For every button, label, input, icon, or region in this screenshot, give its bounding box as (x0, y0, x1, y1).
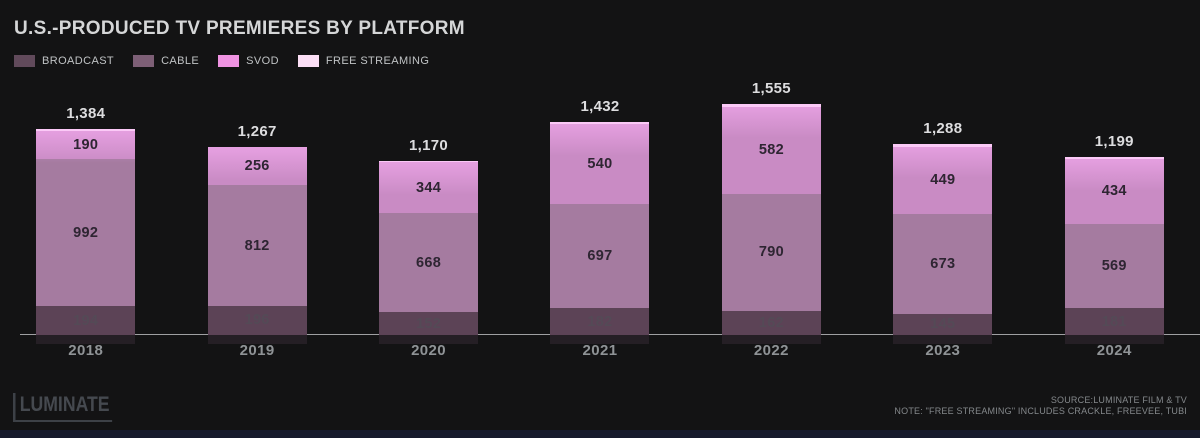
bar-segment-value: 449 (930, 172, 956, 189)
legend-item: FREE STREAMING (297, 55, 430, 67)
bar-segment-svod: 344 (379, 162, 479, 214)
bar-segment-value: 181 (1101, 313, 1127, 330)
bar-group-2019: 1,267 256 812 196 (171, 0, 342, 345)
bar-segment-svod: 540 (550, 124, 650, 205)
stacked-bar: 582 790 162 (721, 103, 821, 345)
bottom-accent-bar (0, 430, 1200, 438)
x-axis-label-2022: 2022 (753, 342, 789, 359)
bar-group-2018: 1,384 190 992 194 (0, 0, 171, 344)
bar-segment-cable: 673 (893, 213, 993, 314)
legend-item: SVOD (218, 55, 279, 67)
luminate-logo: LUMINATE (13, 393, 113, 422)
bar-segment-free-streaming (893, 143, 993, 147)
bar-segment-value: 196 (244, 312, 270, 329)
bar-segment-value: 434 (1101, 183, 1127, 200)
legend-swatch (297, 55, 319, 67)
bar-segment-value: 344 (416, 179, 442, 196)
bar-segment-broadcast: 194 (36, 306, 136, 335)
bar-segment-broadcast: 182 (550, 308, 650, 335)
bar-segment-value: 194 (73, 312, 99, 329)
bar-group-2023: 1,288 449 673 145 (857, 0, 1028, 345)
bar-total-label: 1,432 (580, 98, 620, 116)
source-note: SOURCE:LUMINATE FILM & TV NOTE: "FREE ST… (894, 395, 1187, 417)
stacked-bar: 449 673 145 (893, 143, 993, 345)
bar-segment-free-streaming (1064, 156, 1164, 160)
bar-total-label: 1,384 (66, 105, 106, 123)
legend-item: BROADCAST (14, 55, 114, 67)
chart-legend: BROADCAST CABLE SVOD FREE STREAMING (14, 55, 429, 67)
legend-label: CABLE (161, 55, 200, 67)
bar-segment-free-streaming (36, 129, 136, 131)
bar-segment-free-streaming (721, 103, 821, 108)
bar-segment-svod: 434 (1064, 159, 1164, 224)
bar-segment-value: 697 (587, 248, 613, 265)
bar-segment-broadcast: 145 (893, 313, 993, 335)
bar-total-label: 1,288 (923, 119, 963, 137)
bar-segment-value: 790 (758, 244, 784, 261)
bar-group-2024: 1,199 434 569 181 (1029, 0, 1200, 345)
legend-label: SVOD (246, 55, 279, 67)
bar-segment-value: 668 (416, 254, 442, 271)
bar-segment-svod: 582 (721, 107, 821, 194)
source-line: SOURCE:LUMINATE FILM & TV (1050, 395, 1187, 405)
bar-segment-broadcast: 152 (379, 312, 479, 335)
x-axis-label-2021: 2021 (582, 342, 618, 359)
bar-segment-value: 145 (930, 316, 956, 333)
bar-group-2020: 1,170 344 668 152 (343, 0, 514, 344)
stacked-bar: 344 668 152 (379, 161, 479, 344)
bar-group-2021: 1,432 540 697 182 (514, 0, 685, 344)
legend-swatch (14, 55, 35, 67)
chart-title: U.S.-PRODUCED TV PREMIERES BY PLATFORM (14, 18, 465, 39)
plot-area: 1,384 190 992 194 1,267 256 812 196 1,170 344 668 1… (0, 0, 1200, 345)
bar-total-label: 1,170 (409, 137, 449, 155)
bar-segment-free-streaming (379, 161, 479, 163)
x-axis-label-2024: 2024 (1096, 342, 1132, 359)
bar-segment-value: 812 (244, 237, 270, 254)
x-axis-label-2023: 2023 (925, 342, 961, 359)
bar-group-2022: 1,555 582 790 162 (686, 0, 857, 345)
bar-total-label: 1,267 (237, 122, 277, 140)
legend-label: BROADCAST (42, 55, 115, 67)
legend-swatch (218, 55, 240, 67)
bar-segment-svod: 190 (36, 130, 136, 159)
bars-row: 1,384 190 992 194 1,267 256 812 196 1,170 344 668 1… (0, 0, 1200, 345)
bar-segment-cable: 668 (379, 213, 479, 313)
bar-segment-cable: 992 (36, 158, 136, 307)
legend-label: FREE STREAMING (325, 55, 430, 67)
bar-segment-value: 182 (587, 313, 613, 330)
bar-segment-value: 992 (73, 224, 99, 241)
bar-segment-svod: 449 (893, 146, 993, 214)
note-line: NOTE: "FREE STREAMING" INCLUDES CRACKLE,… (894, 406, 1187, 416)
x-axis-label-2018: 2018 (68, 342, 104, 359)
bar-total-label: 1,555 (751, 79, 791, 97)
bar-segment-value: 256 (244, 158, 270, 175)
bar-segment-svod: 256 (207, 147, 307, 186)
bar-segment-cable: 569 (1064, 223, 1164, 309)
bar-segment-value: 152 (416, 315, 442, 332)
bar-segment-broadcast: 162 (721, 310, 821, 335)
bar-segment-value: 569 (1101, 257, 1127, 274)
bar-segment-broadcast: 196 (207, 305, 307, 335)
stacked-bar: 540 697 182 (550, 122, 650, 344)
bar-segment-free-streaming (550, 122, 650, 125)
x-axis-labels: 2018 2019 2020 2021 2022 2023 2024 (0, 342, 1200, 359)
legend-item: CABLE (133, 55, 199, 67)
stacked-bar: 434 569 181 (1064, 156, 1164, 345)
stacked-bar: 190 992 194 (36, 129, 136, 344)
legend-swatch (133, 55, 155, 67)
x-axis-label-2020: 2020 (411, 342, 447, 359)
bar-segment-cable: 812 (207, 185, 307, 306)
bar-segment-cable: 697 (550, 204, 650, 308)
bar-segment-cable: 790 (721, 193, 821, 311)
bar-segment-value: 190 (73, 136, 99, 153)
bar-segment-value: 582 (758, 142, 784, 159)
bar-segment-value: 162 (758, 314, 784, 331)
bar-total-label: 1,199 (1094, 132, 1134, 150)
stacked-bar: 256 812 196 (207, 146, 307, 345)
bar-segment-value: 540 (587, 156, 613, 173)
x-axis-label-2019: 2019 (239, 342, 275, 359)
bar-segment-broadcast: 181 (1064, 308, 1164, 335)
bar-segment-value: 673 (930, 255, 956, 272)
